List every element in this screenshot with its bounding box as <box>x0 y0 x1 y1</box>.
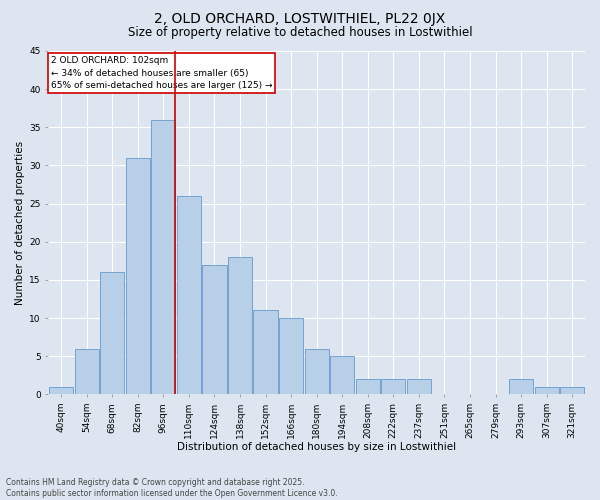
Text: Size of property relative to detached houses in Lostwithiel: Size of property relative to detached ho… <box>128 26 472 39</box>
Bar <box>305 348 329 395</box>
X-axis label: Distribution of detached houses by size in Lostwithiel: Distribution of detached houses by size … <box>177 442 456 452</box>
Bar <box>381 379 406 394</box>
Bar <box>279 318 303 394</box>
Bar <box>228 257 252 394</box>
Text: Contains HM Land Registry data © Crown copyright and database right 2025.
Contai: Contains HM Land Registry data © Crown c… <box>6 478 338 498</box>
Bar <box>560 386 584 394</box>
Bar <box>151 120 175 394</box>
Bar <box>100 272 124 394</box>
Bar <box>49 386 73 394</box>
Bar <box>253 310 278 394</box>
Bar <box>177 196 201 394</box>
Bar <box>407 379 431 394</box>
Bar <box>202 264 227 394</box>
Bar <box>125 158 150 394</box>
Text: 2, OLD ORCHARD, LOSTWITHIEL, PL22 0JX: 2, OLD ORCHARD, LOSTWITHIEL, PL22 0JX <box>154 12 446 26</box>
Y-axis label: Number of detached properties: Number of detached properties <box>15 140 25 304</box>
Text: 2 OLD ORCHARD: 102sqm
← 34% of detached houses are smaller (65)
65% of semi-deta: 2 OLD ORCHARD: 102sqm ← 34% of detached … <box>51 56 272 90</box>
Bar <box>356 379 380 394</box>
Bar <box>535 386 559 394</box>
Bar <box>509 379 533 394</box>
Bar <box>330 356 355 395</box>
Bar <box>74 348 99 395</box>
